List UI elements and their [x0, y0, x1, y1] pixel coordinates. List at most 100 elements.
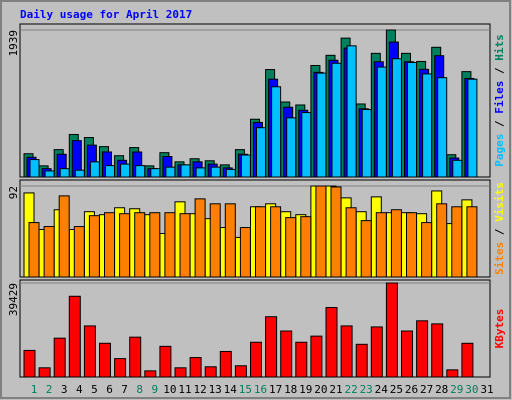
bar	[391, 58, 402, 178]
bar	[44, 170, 55, 178]
x-tick-label: 31	[480, 383, 493, 396]
bar	[361, 109, 372, 178]
bar	[390, 209, 402, 278]
x-tick-label: 25	[390, 383, 403, 396]
x-tick-label: 6	[106, 383, 113, 396]
x-tick-label: 10	[163, 383, 176, 396]
bar	[104, 212, 115, 278]
bar	[330, 186, 342, 278]
bar	[315, 185, 327, 278]
bar	[194, 198, 206, 278]
x-tick-label: 27	[420, 383, 433, 396]
bar	[436, 203, 448, 278]
legend-separator: /	[493, 114, 506, 134]
y-tick-label: 1939	[7, 30, 20, 57]
bar	[159, 345, 172, 378]
x-tick-label: 15	[239, 383, 252, 396]
bar	[451, 206, 463, 278]
bar	[73, 226, 85, 278]
bar	[360, 220, 372, 278]
bar	[406, 212, 417, 278]
bar	[355, 343, 368, 378]
legend-entry: Sites	[493, 242, 506, 275]
bar	[461, 342, 474, 378]
bar	[240, 154, 251, 178]
bar	[286, 117, 297, 178]
bar	[74, 169, 85, 178]
x-tick-label: 26	[405, 383, 418, 396]
legend: KBytes	[493, 309, 506, 349]
bar	[68, 295, 81, 378]
bar	[29, 159, 40, 178]
bar	[144, 370, 157, 378]
bar	[83, 325, 96, 378]
bar	[219, 350, 232, 378]
bar	[209, 203, 221, 278]
x-tick-label: 11	[178, 383, 191, 396]
bar	[23, 349, 36, 378]
bar	[346, 45, 357, 178]
bar	[300, 216, 312, 278]
x-tick-label: 24	[375, 383, 389, 396]
legend-entry: KBytes	[493, 309, 506, 349]
x-tick-label: 1	[31, 383, 38, 396]
bar	[280, 330, 293, 378]
bar	[38, 367, 51, 378]
x-tick-label: 16	[254, 383, 267, 396]
bar	[180, 164, 191, 178]
bar	[250, 341, 262, 378]
x-tick-label: 3	[61, 383, 68, 396]
bar	[385, 282, 398, 378]
bar	[437, 77, 448, 178]
bar	[179, 213, 191, 278]
bar	[265, 316, 278, 378]
bar	[105, 165, 115, 178]
bar	[53, 337, 66, 378]
x-tick-label: 12	[193, 383, 206, 396]
x-tick-label: 23	[360, 383, 373, 396]
x-tick-label: 4	[76, 383, 83, 396]
bar	[234, 365, 247, 378]
bar	[422, 73, 433, 178]
x-tick-label: 18	[284, 383, 297, 396]
x-tick-label: 29	[450, 383, 463, 396]
bar	[134, 212, 146, 278]
bar	[325, 307, 338, 378]
x-tick-label: 2	[46, 383, 53, 396]
legend-separator: /	[493, 222, 506, 242]
legend: Pages / Files / Hits	[493, 34, 506, 167]
bar	[224, 203, 236, 278]
bar	[467, 78, 478, 178]
bar	[164, 212, 176, 278]
bar	[120, 163, 131, 178]
bar	[331, 62, 342, 178]
bar	[340, 325, 353, 378]
x-tick-label: 20	[314, 383, 327, 396]
bar	[416, 320, 429, 378]
y-tick-label: 92	[7, 186, 20, 199]
legend-entry: Visits	[493, 182, 506, 222]
bar	[431, 323, 444, 378]
bar	[225, 168, 236, 178]
bar	[195, 167, 206, 178]
x-tick-label: 7	[121, 383, 128, 396]
x-tick-label: 30	[465, 383, 478, 396]
bar	[376, 66, 387, 178]
bar	[149, 212, 161, 278]
bar	[255, 206, 266, 278]
y-tick-label: 39429	[7, 283, 20, 316]
bar	[150, 168, 161, 178]
bar	[301, 112, 312, 178]
bar	[210, 166, 221, 178]
x-tick-label: 14	[224, 383, 238, 396]
bar	[310, 335, 323, 378]
x-tick-label: 22	[344, 383, 357, 396]
x-tick-label: 13	[209, 383, 222, 396]
x-tick-label: 21	[329, 383, 342, 396]
legend-entry: Files	[493, 81, 506, 114]
legend-entry: Hits	[493, 34, 506, 61]
legend: Sites / Visits	[493, 182, 506, 275]
bar	[295, 341, 308, 378]
bar	[189, 357, 202, 378]
